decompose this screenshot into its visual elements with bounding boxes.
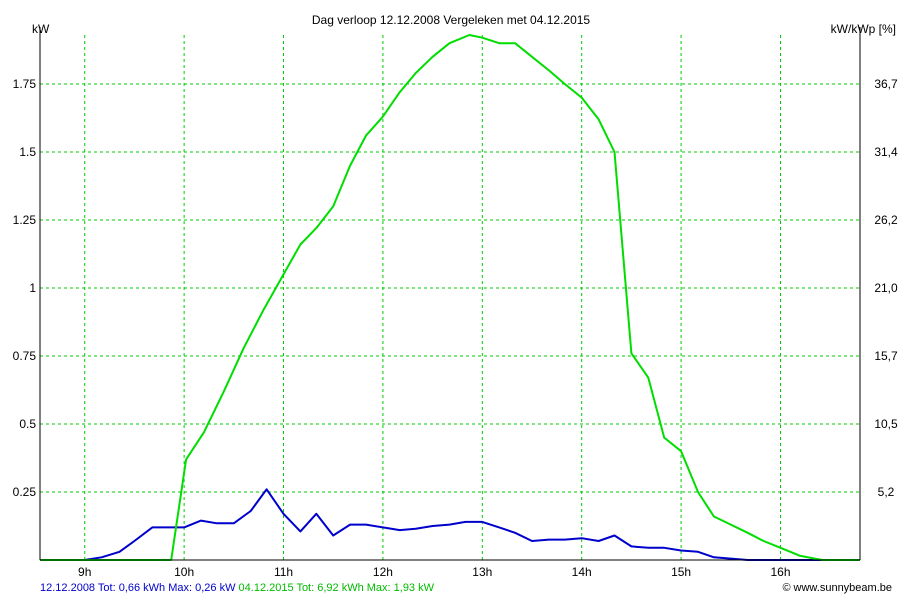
y-axis-label: kW bbox=[32, 22, 50, 36]
y2-tick-label: 15,7 bbox=[874, 349, 898, 363]
x-tick-label: 11h bbox=[274, 565, 293, 579]
y-tick-label: 1 bbox=[29, 281, 36, 295]
x-tick-label: 15h bbox=[671, 565, 691, 579]
x-tick-label: 12h bbox=[373, 565, 393, 579]
y2-tick-label: 26,2 bbox=[874, 213, 898, 227]
y-tick-label: 0.5 bbox=[19, 417, 36, 431]
series-line-1 bbox=[40, 488, 860, 561]
y-tick-labels: 0.25 0.5 0.75 1 1.25 1.5 1.75 bbox=[13, 77, 37, 499]
x-tick-label: 14h bbox=[572, 565, 592, 579]
copyright-icon: © bbox=[782, 582, 791, 594]
y-tick-label: 1.75 bbox=[13, 77, 37, 91]
y-tick-label: 0.75 bbox=[13, 349, 37, 363]
y2-tick-label: 10,5 bbox=[874, 417, 898, 431]
chart-title: Dag verloop 12.12.2008 Vergeleken met 04… bbox=[312, 13, 591, 27]
y-tick-label: 1.5 bbox=[19, 145, 36, 159]
y-tick-label: 0.25 bbox=[13, 485, 37, 499]
y2-tick-labels: 5,2 10,5 15,7 21,0 26,2 31,4 36,7 bbox=[874, 77, 898, 499]
legend-series-2: 04.12.2015 Tot: 6,92 kWh Max: 1,93 kW bbox=[238, 582, 434, 594]
legend: 12.12.2008 Tot: 0,66 kWh Max: 0,26 kW 04… bbox=[40, 582, 434, 594]
credit-text: www.sunnybeam.be bbox=[793, 582, 892, 594]
x-tick-labels: 9h 10h 11h 12h 13h 14h 15h 16h bbox=[78, 565, 790, 579]
y2-tick-label: 5,2 bbox=[878, 485, 895, 499]
y2-axis-label: kW/kWp [%] bbox=[831, 22, 896, 36]
y2-tick-label: 31,4 bbox=[874, 145, 898, 159]
y2-tick-label: 36,7 bbox=[874, 77, 898, 91]
x-tick-label: 9h bbox=[78, 565, 91, 579]
series-line-2 bbox=[40, 34, 860, 561]
legend-series-1: 12.12.2008 Tot: 0,66 kWh Max: 0,26 kW bbox=[40, 582, 236, 594]
x-tick-label: 13h bbox=[472, 565, 492, 579]
credit: © www.sunnybeam.be bbox=[782, 582, 892, 594]
plot-frame bbox=[39, 27, 861, 561]
y2-tick-label: 21,0 bbox=[874, 281, 898, 295]
x-tick-label: 16h bbox=[770, 565, 790, 579]
y-tick-label: 1.25 bbox=[13, 213, 37, 227]
x-tick-label: 10h bbox=[174, 565, 194, 579]
grid-lines bbox=[40, 35, 860, 560]
series-lines bbox=[40, 34, 860, 561]
